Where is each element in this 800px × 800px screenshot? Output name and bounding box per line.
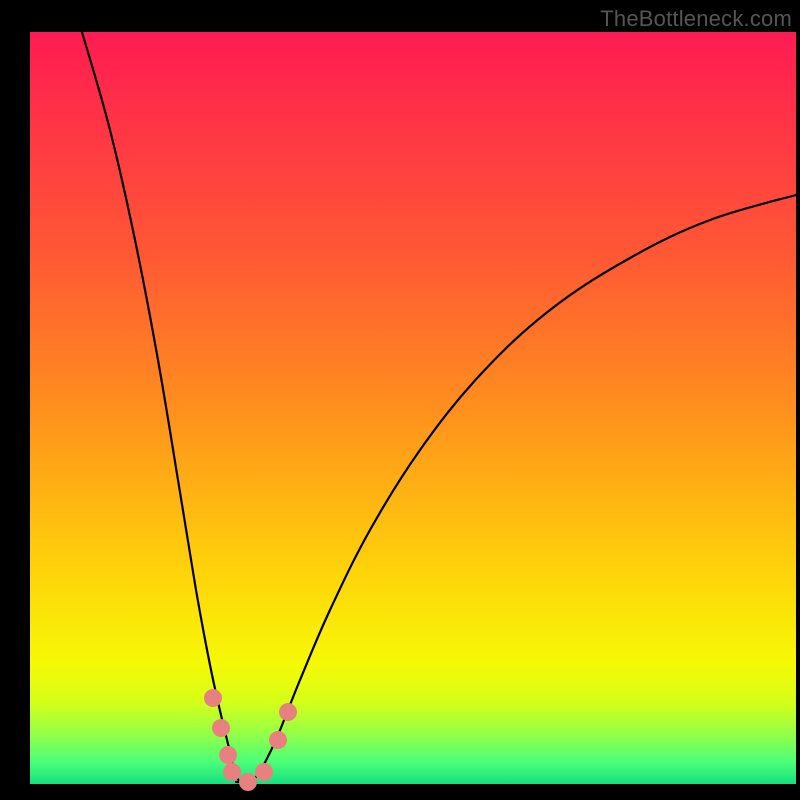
marker-dot <box>269 731 287 749</box>
marker-dot <box>279 703 297 721</box>
marker-dot <box>255 763 273 781</box>
marker-dot <box>212 719 230 737</box>
curve-overlay <box>0 0 800 800</box>
marker-dot <box>219 746 237 764</box>
marker-dot <box>223 763 241 781</box>
marker-dot <box>239 773 257 791</box>
markers <box>204 689 297 791</box>
marker-dot <box>204 689 222 707</box>
left-branch <box>82 32 240 782</box>
chart-frame: TheBottleneck.com <box>0 0 800 800</box>
right-branch <box>252 195 796 782</box>
